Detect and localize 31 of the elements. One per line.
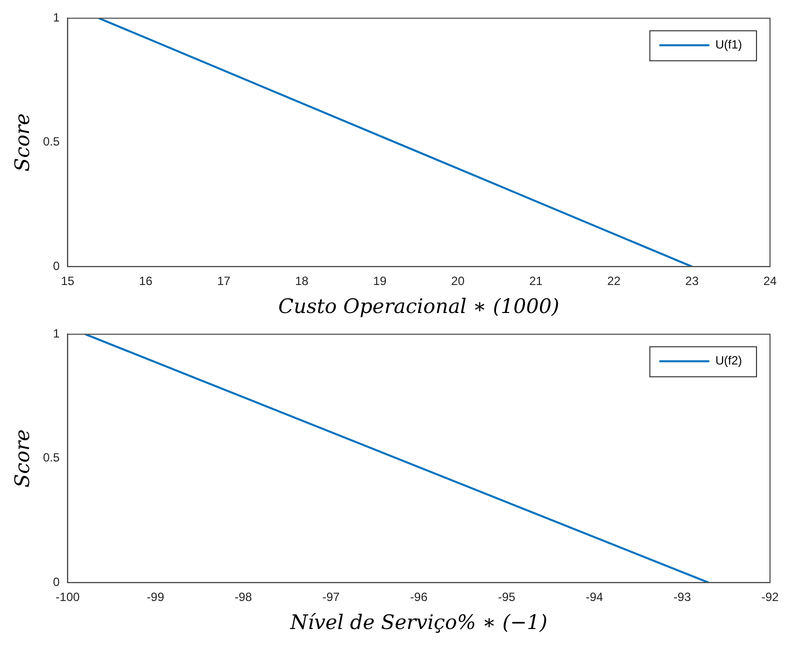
legend-label: U(f1): [715, 38, 742, 52]
x-tick-label: -95: [498, 590, 516, 604]
y-axis-title: Score: [10, 429, 34, 488]
x-tick-label: 22: [607, 274, 621, 288]
x-tick-label: -94: [586, 590, 604, 604]
x-tick-label: -98: [234, 590, 252, 604]
y-tick-label: 0: [52, 574, 60, 589]
x-tick-label: 24: [763, 274, 777, 288]
x-tick-label: -93: [674, 590, 692, 604]
legend-label: U(f2): [715, 354, 742, 368]
x-tick-label: 21: [529, 274, 543, 288]
y-tick-label: 1: [52, 326, 60, 341]
y-tick-label: 1: [52, 10, 60, 25]
y-tick-label: 0.5: [42, 134, 60, 149]
x-tick-label: 19: [373, 274, 387, 288]
x-tick-label: -100: [56, 590, 80, 604]
x-tick-label: 18: [295, 274, 309, 288]
x-tick-label: -97: [322, 590, 340, 604]
x-tick-label: -96: [410, 590, 428, 604]
x-axis-title: Custo Operacional ∗ (1000): [278, 294, 560, 318]
x-axis-title: Nível de Serviço% ∗ (−1): [289, 610, 548, 634]
y-axis-title: Score: [10, 113, 34, 172]
x-tick-label: 20: [451, 274, 465, 288]
x-tick-label: -99: [146, 590, 164, 604]
x-tick-label: 23: [685, 274, 699, 288]
y-tick-label: 0.5: [42, 450, 60, 465]
x-tick-label: 16: [139, 274, 153, 288]
x-tick-label: -92: [761, 590, 779, 604]
x-tick-label: 15: [61, 274, 75, 288]
y-tick-label: 0: [52, 258, 60, 273]
x-tick-label: 17: [217, 274, 231, 288]
